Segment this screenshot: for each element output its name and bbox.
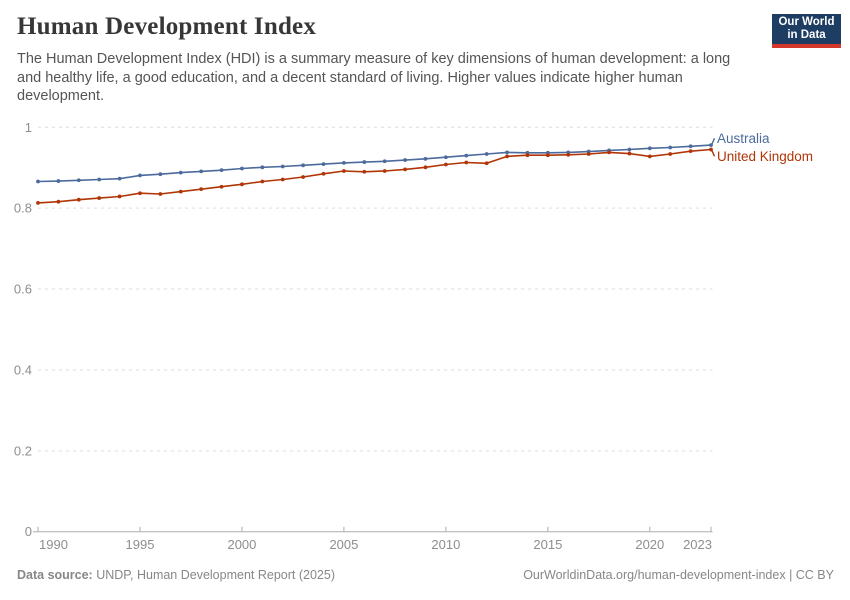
united-kingdom-point-2009 — [423, 165, 428, 170]
australia-point-2020 — [647, 146, 652, 151]
united-kingdom-point-2007 — [382, 169, 387, 173]
logo-line2: in Data — [787, 29, 826, 41]
united-kingdom-point-2003 — [301, 175, 306, 179]
footer-credit[interactable]: OurWorldinData.org/human-development-ind… — [523, 568, 834, 582]
y-tick-label-0.2: 0.2 — [14, 443, 32, 458]
united-kingdom-point-2015 — [545, 153, 550, 158]
australia-point-2021 — [668, 145, 673, 150]
australia-point-1993 — [97, 177, 102, 182]
united-kingdom-point-2018 — [607, 150, 611, 155]
australia-point-1998 — [199, 169, 204, 174]
united-kingdom-point-2012 — [484, 161, 489, 166]
australia-point-2022 — [688, 144, 693, 149]
australia-point-2006 — [362, 160, 367, 164]
x-tick-label-2000: 2000 — [227, 537, 256, 552]
owid-logo: Our World in Data — [772, 14, 841, 48]
united-kingdom-point-1991 — [56, 199, 61, 204]
y-tick-label-1: 1 — [25, 120, 32, 135]
united-kingdom-point-2004 — [321, 171, 326, 176]
x-tick-label-2020: 2020 — [635, 537, 664, 552]
united-kingdom-point-1996 — [158, 192, 163, 196]
australia-point-1997 — [178, 170, 183, 175]
australia-point-2011 — [464, 153, 469, 158]
united-kingdom-point-2021 — [668, 152, 673, 156]
legend-label-australia[interactable]: Australia — [717, 131, 770, 146]
united-kingdom-point-2022 — [688, 149, 693, 154]
united-kingdom-point-2000 — [240, 182, 244, 187]
y-tick-label-0: 0 — [25, 524, 32, 539]
united-kingdom-point-2011 — [464, 160, 469, 165]
australia-point-2009 — [423, 156, 428, 161]
australia-point-2004 — [321, 162, 326, 167]
chart-footer: Data source: UNDP, Human Development Rep… — [17, 568, 834, 582]
united-kingdom-point-2001 — [260, 179, 265, 184]
x-tick-label-1990: 1990 — [39, 537, 68, 552]
united-kingdom-point-2002 — [280, 177, 285, 182]
united-kingdom-point-2020 — [647, 154, 652, 159]
y-tick-label-0.4: 0.4 — [14, 362, 32, 377]
australia-point-2008 — [403, 158, 407, 162]
y-tick-label-0.6: 0.6 — [14, 282, 32, 297]
united-kingdom-point-2006 — [362, 169, 367, 174]
united-kingdom-point-1994 — [117, 194, 122, 199]
united-kingdom-point-2017 — [586, 152, 591, 156]
australia-point-2010 — [443, 155, 448, 160]
united-kingdom-point-1992 — [76, 197, 81, 202]
footer-source-label: Data source: — [17, 568, 93, 582]
united-kingdom-point-1990 — [36, 201, 40, 205]
australia-point-2005 — [342, 160, 346, 165]
australia-point-2012 — [484, 152, 489, 156]
page-subtitle: The Human Development Index (HDI) is a s… — [17, 51, 731, 104]
united-kingdom-point-2019 — [627, 151, 632, 156]
logo-line1: Our World — [778, 16, 835, 28]
united-kingdom-legend-leader — [710, 149, 716, 157]
united-kingdom-line — [37, 148, 712, 204]
australia-point-1999 — [219, 168, 224, 173]
australia-point-2002 — [280, 164, 285, 169]
y-tick-label-0.8: 0.8 — [14, 201, 32, 216]
australia-point-2000 — [240, 166, 244, 171]
x-tick-label-2015: 2015 — [533, 537, 562, 552]
footer-source: Data source: UNDP, Human Development Rep… — [17, 568, 335, 582]
united-kingdom-point-2013 — [505, 154, 509, 159]
x-tick-label-2005: 2005 — [329, 537, 358, 552]
united-kingdom-point-2016 — [566, 152, 571, 157]
united-kingdom-point-2014 — [525, 153, 530, 158]
x-tick-label-1995: 1995 — [126, 537, 155, 552]
australia-point-2003 — [301, 163, 306, 168]
united-kingdom-point-2005 — [342, 169, 346, 173]
australia-point-2019 — [627, 147, 632, 152]
united-kingdom-point-1999 — [219, 184, 224, 189]
footer-source-text: UNDP, Human Development Report (2025) — [92, 568, 335, 582]
australia-point-2007 — [382, 159, 387, 164]
australia-point-1990 — [36, 179, 40, 184]
australia-point-2001 — [260, 165, 265, 170]
united-kingdom-point-1998 — [199, 187, 204, 192]
x-tick-label-2010: 2010 — [431, 537, 460, 552]
page-title: Human Development Index — [17, 13, 317, 40]
australia-point-2013 — [505, 150, 509, 155]
australia-point-1996 — [158, 172, 163, 177]
x-tick-label-2023: 2023 — [683, 537, 712, 552]
australia-point-1991 — [56, 179, 61, 183]
australia-line — [37, 144, 712, 183]
united-kingdom-point-1993 — [97, 196, 102, 200]
united-kingdom-point-1995 — [138, 191, 142, 196]
united-kingdom-point-2010 — [443, 162, 448, 167]
australia-point-1995 — [138, 173, 142, 178]
australia-point-1994 — [117, 176, 122, 181]
united-kingdom-point-2008 — [403, 167, 407, 172]
australia-legend-leader — [710, 138, 716, 146]
united-kingdom-point-1997 — [178, 189, 183, 194]
australia-point-1992 — [76, 178, 81, 183]
legend-label-united-kingdom[interactable]: United Kingdom — [717, 149, 813, 164]
